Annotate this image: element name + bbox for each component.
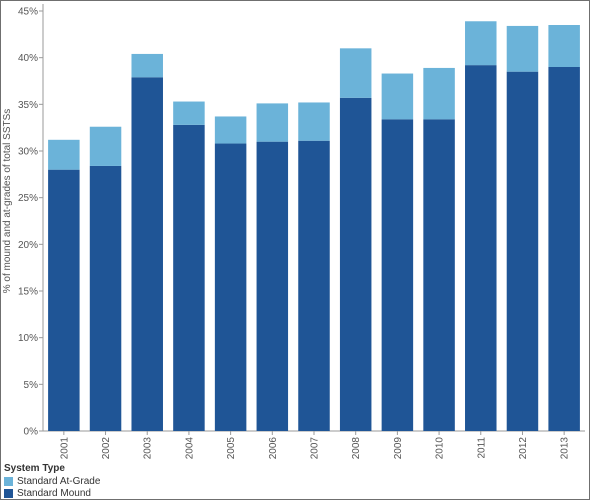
bar-standard-mound-2002[interactable] [89, 165, 122, 431]
bar-standard-at-grade-2013[interactable] [548, 25, 580, 67]
x-tick-label: 2012 [518, 437, 529, 460]
legend-item-mound[interactable]: Standard Mound [4, 487, 100, 499]
bar-standard-at-grade-2004[interactable] [173, 101, 205, 125]
y-tick-label: 15% [18, 287, 38, 298]
y-axis-title: % of mound and at-grades of total SSTSs [2, 109, 13, 294]
bar-standard-at-grade-2008[interactable] [339, 48, 372, 98]
bar-standard-mound-2011[interactable] [465, 65, 497, 431]
y-tick-label: 30% [18, 147, 38, 158]
x-tick-label: 2002 [101, 437, 112, 460]
x-tick-label: 2009 [393, 437, 404, 460]
x-tick-label: 2013 [560, 437, 571, 460]
legend-item-at-grade[interactable]: Standard At-Grade [4, 475, 100, 487]
bar-standard-mound-2012[interactable] [506, 71, 539, 432]
y-tick-label: 45% [18, 7, 38, 18]
bar-standard-at-grade-2007[interactable] [298, 102, 330, 141]
bar-standard-at-grade-2012[interactable] [506, 25, 539, 72]
legend-swatch-mound [4, 488, 13, 498]
legend-title: System Type [4, 463, 65, 474]
bar-standard-mound-2008[interactable] [339, 97, 372, 432]
bar-standard-at-grade-2005[interactable] [214, 116, 247, 144]
bar-standard-at-grade-2006[interactable] [256, 103, 289, 142]
x-tick-label: 2001 [59, 437, 70, 460]
x-tick-label: 2005 [226, 437, 237, 460]
bar-standard-mound-2009[interactable] [381, 119, 414, 432]
bar-standard-at-grade-2003[interactable] [131, 53, 163, 78]
x-tick-label: 2008 [351, 437, 362, 460]
bar-standard-at-grade-2009[interactable] [381, 73, 414, 120]
y-tick-label: 10% [18, 333, 38, 344]
bar-standard-mound-2003[interactable] [131, 77, 163, 432]
bar-standard-at-grade-2011[interactable] [465, 21, 497, 66]
x-tick-label: 2003 [143, 437, 154, 460]
y-tick-label: 0% [24, 427, 39, 438]
x-tick-label: 2007 [310, 437, 321, 460]
y-tick-label: 25% [18, 193, 38, 204]
bar-standard-mound-2006[interactable] [256, 141, 289, 431]
legend-label-at-grade: Standard At-Grade [17, 475, 101, 487]
bar-standard-mound-2007[interactable] [298, 140, 330, 431]
legend: System Type Standard At-Grade Standard M… [4, 463, 100, 499]
y-tick-label: 5% [24, 380, 39, 391]
y-tick-label: 20% [18, 240, 38, 251]
x-axis: 2001 2002 2003 2004 2005 2006 2007 2008 2009 2010… [59, 431, 571, 460]
bar-standard-at-grade-2002[interactable] [89, 126, 122, 166]
legend-swatch-at-grade [4, 476, 13, 486]
x-tick-label: 2011 [476, 437, 487, 459]
bar-standard-at-grade-2001[interactable] [48, 139, 80, 170]
x-tick-label: 2004 [184, 437, 195, 460]
bar-standard-mound-2004[interactable] [173, 124, 205, 431]
bar-standard-at-grade-2010[interactable] [423, 67, 455, 120]
bar-standard-mound-2013[interactable] [548, 67, 580, 431]
x-tick-label: 2006 [268, 437, 279, 460]
y-tick-label: 40% [18, 53, 38, 64]
bar-standard-mound-2010[interactable] [423, 119, 455, 432]
bar-standard-mound-2005[interactable] [214, 143, 247, 432]
bar-standard-mound-2001[interactable] [48, 169, 80, 431]
bars-group [48, 21, 580, 432]
x-tick-label: 2010 [435, 437, 446, 460]
legend-label-mound: Standard Mound [17, 487, 91, 499]
y-axis: 0% 5% 10% 15% 20% 25% 30% 35% 40% 45% [18, 7, 43, 438]
y-tick-label: 35% [18, 100, 38, 111]
